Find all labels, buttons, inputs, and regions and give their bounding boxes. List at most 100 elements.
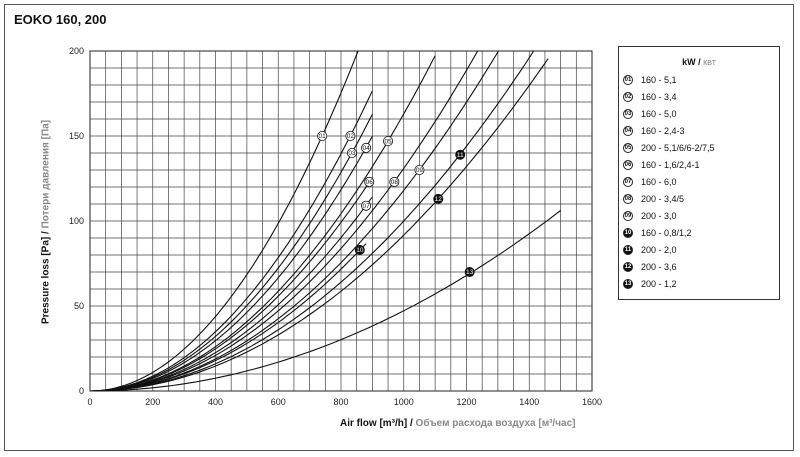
legend-label: 160 - 1,6/2,4-1 [641,159,700,170]
series-marker-01 [317,130,328,141]
series-line-12 [90,58,549,391]
legend-marker: 11 [623,244,633,255]
x-tick-label: 1200 [456,397,476,407]
legend-marker: 09 [623,210,633,221]
legend-label: 200 - 3,4/5 [641,193,685,204]
series-line-09 [90,51,500,391]
series-marker-12 [433,193,444,204]
legend-label: 200 - 3,0 [641,210,677,221]
legend-label: 160 - 2,4-3 [641,125,685,136]
legend-item-02: 02 160 - 3,4 [619,88,779,105]
legend-item-06: 06 160 - 1,6/2,4-1 [619,156,779,173]
y-axis-title: Pressure loss [Pa] / Потери давления [Па… [41,120,52,324]
curves: 01 02 03 04 05 06 07 08 09 10 11 12 13 [90,51,561,391]
legend-item-10: 10 160 - 0,8/1,2 [619,224,779,241]
series-marker-04 [361,142,372,153]
x-axis-title-alt: Объем расхода воздуха [м³/час] [412,418,576,429]
x-axis-title-main: Air flow [m³/h] / [340,418,413,429]
series-marker-05 [383,136,394,147]
tick-labels: 0 200 400 600 800 1000 1200 1400 1600 0 50 100 150 20… [69,46,602,407]
legend-item-11: 11 200 - 2,0 [619,241,779,258]
series-marker-10 [354,244,365,255]
y-tick-label: 50 [74,301,84,311]
legend-list: 01 160 - 5,1 02 160 - 3,4 03 160 - 5,0 04 160 -… [619,71,779,292]
series-label-11: 11 [457,152,464,159]
legend-item-05: 05 200 - 5,1/6/6-2/7,5 [619,139,779,156]
legend: kW / квт 01 160 - 5,1 02 160 - 3,4 03 160 - 5… [618,46,780,300]
x-tick-label: 800 [333,397,348,407]
chart-frame [4,4,794,451]
legend-item-08: 08 200 - 3,4/5 [619,190,779,207]
legend-label: 160 - 0,8/1,2 [641,227,692,238]
legend-marker: 13 [623,278,633,289]
legend-marker: 04 [623,125,633,136]
x-tick-label: 400 [208,397,223,407]
series-marker-03 [346,147,357,158]
series-label-06: 06 [366,179,374,186]
series-line-01 [90,51,359,391]
x-tick-label: 600 [271,397,286,407]
legend-title: kW / квт [619,57,779,67]
series-marker-13 [464,266,475,277]
legend-marker: 05 [623,142,633,153]
legend-marker: 08 [623,193,633,204]
series-label-12: 12 [435,196,443,203]
series-label-03: 03 [348,150,356,157]
legend-marker: 12 [623,261,633,272]
y-tick-label: 150 [69,131,84,141]
legend-marker: 03 [623,108,633,119]
series-marker-02 [345,130,356,141]
legend-item-03: 03 160 - 5,0 [619,105,779,122]
series-marker-11 [455,149,466,160]
x-tick-label: 0 [87,397,92,407]
legend-marker: 01 [623,74,633,85]
legend-label: 160 - 5,0 [641,108,677,119]
series-label-04: 04 [362,145,370,152]
grid [89,50,593,392]
chart-title: EOKO 160, 200 [14,12,107,27]
x-tick-label: 1000 [394,397,414,407]
legend-marker: 10 [623,227,633,238]
series-line-03 [90,113,373,391]
y-tick-label: 100 [69,216,84,226]
series-marker-08 [389,176,400,187]
series-label-09: 09 [416,167,424,174]
y-tick-label: 0 [79,386,84,396]
series-marker-09 [414,164,425,175]
series-label-02: 02 [347,133,355,140]
series-label-07: 07 [362,203,370,210]
legend-item-13: 13 200 - 1,2 [619,275,779,292]
legend-item-09: 09 200 - 3,0 [619,207,779,224]
legend-label: 200 - 3,6 [641,261,677,272]
legend-label: 200 - 2,0 [641,244,677,255]
x-axis-title: Air flow [m³/h] / Объем расхода воздуха … [340,418,575,429]
x-tick-label: 200 [145,397,160,407]
series-line-08 [90,51,479,391]
legend-marker: 07 [623,176,633,187]
legend-label: 200 - 1,2 [641,278,677,289]
legend-marker: 06 [623,159,633,170]
series-label-08: 08 [391,179,399,186]
x-tick-label: 1400 [519,397,539,407]
series-marker-06 [364,176,375,187]
y-axis-title-alt: Потери давления [Па] [40,119,52,232]
legend-item-07: 07 160 - 6,0 [619,173,779,190]
legend-marker: 02 [623,91,633,102]
legend-title-alt: квт [700,57,716,67]
series-line-13 [90,210,561,391]
y-tick-label: 200 [69,46,84,56]
legend-item-04: 04 160 - 2,4-3 [619,122,779,139]
legend-item-12: 12 200 - 3,6 [619,258,779,275]
series-line-04 [90,136,373,391]
series-line-11 [90,51,535,391]
legend-item-01: 01 160 - 5,1 [619,71,779,88]
series-label-01: 01 [319,133,327,140]
legend-label: 200 - 5,1/6/6-2/7,5 [641,142,715,153]
series-line-02 [90,90,373,391]
series-label-13: 13 [466,269,474,276]
legend-title-main: kW / [682,57,701,67]
x-tick-label: 1600 [582,397,602,407]
legend-label: 160 - 5,1 [641,74,677,85]
series-marker-07 [361,200,372,211]
